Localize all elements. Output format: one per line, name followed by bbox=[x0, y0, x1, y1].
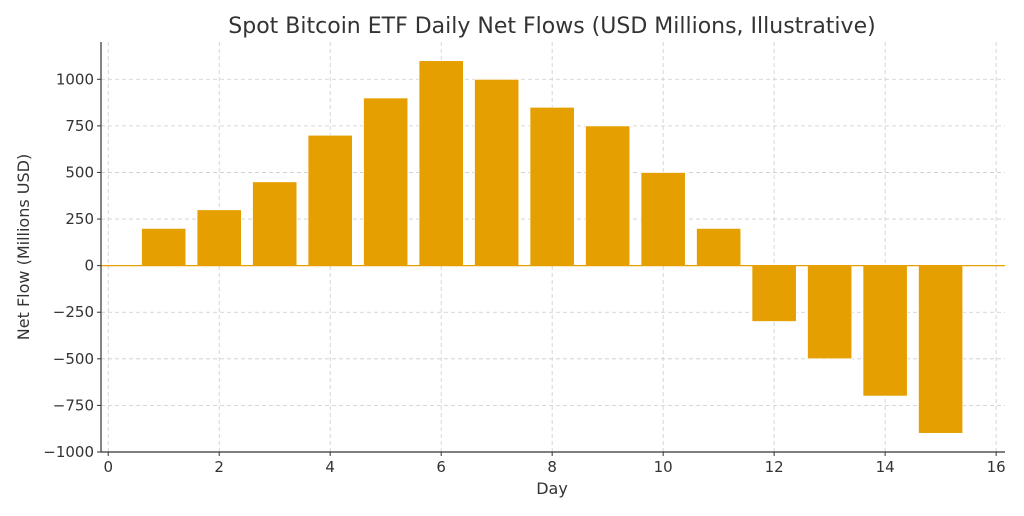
x-tick-label: 4 bbox=[325, 458, 335, 476]
x-tick-label: 10 bbox=[654, 458, 673, 476]
bar-day-13 bbox=[807, 265, 853, 360]
x-tick-label: 16 bbox=[987, 458, 1006, 476]
bar-day-2 bbox=[196, 209, 242, 267]
tick-labels: 0 2 4 6 8 10 12 14 16 −1000 −750 −500 −250 0 250 500 750… bbox=[43, 70, 1005, 476]
y-tick-label: 1000 bbox=[56, 70, 94, 88]
y-tick-label: 750 bbox=[65, 117, 94, 135]
y-axis-label: Net Flow (Millions USD) bbox=[14, 154, 33, 340]
x-axis-label: Day bbox=[536, 479, 568, 498]
y-tick-label: −250 bbox=[53, 303, 94, 321]
bar-day-15 bbox=[918, 265, 964, 434]
bars bbox=[101, 60, 1005, 434]
bar-day-10 bbox=[640, 172, 686, 267]
x-tick-label: 0 bbox=[103, 458, 113, 476]
y-tick-label: 500 bbox=[65, 163, 94, 181]
x-tick-label: 6 bbox=[436, 458, 446, 476]
bar-day-8 bbox=[529, 106, 575, 267]
bar-day-7 bbox=[474, 78, 520, 267]
y-tick-label: 250 bbox=[65, 210, 94, 228]
x-tick-label: 2 bbox=[214, 458, 224, 476]
bar-day-3 bbox=[252, 181, 298, 267]
y-tick-label: −750 bbox=[53, 396, 94, 414]
y-tick-label: 0 bbox=[84, 257, 94, 275]
bar-day-11 bbox=[696, 227, 742, 267]
bar-day-12 bbox=[751, 265, 797, 322]
bar-day-4 bbox=[307, 134, 353, 267]
y-tick-label: −500 bbox=[53, 350, 94, 368]
chart-title: Spot Bitcoin ETF Daily Net Flows (USD Mi… bbox=[228, 14, 875, 39]
bar-day-6 bbox=[418, 60, 464, 267]
x-tick-label: 8 bbox=[547, 458, 557, 476]
y-tick-label: −1000 bbox=[43, 443, 94, 461]
x-tick-label: 12 bbox=[765, 458, 784, 476]
bar-day-5 bbox=[363, 97, 409, 267]
x-tick-label: 14 bbox=[876, 458, 895, 476]
bar-day-14 bbox=[862, 265, 908, 397]
axes bbox=[97, 42, 1005, 456]
bar-day-1 bbox=[141, 227, 187, 267]
bar-day-9 bbox=[585, 125, 631, 267]
